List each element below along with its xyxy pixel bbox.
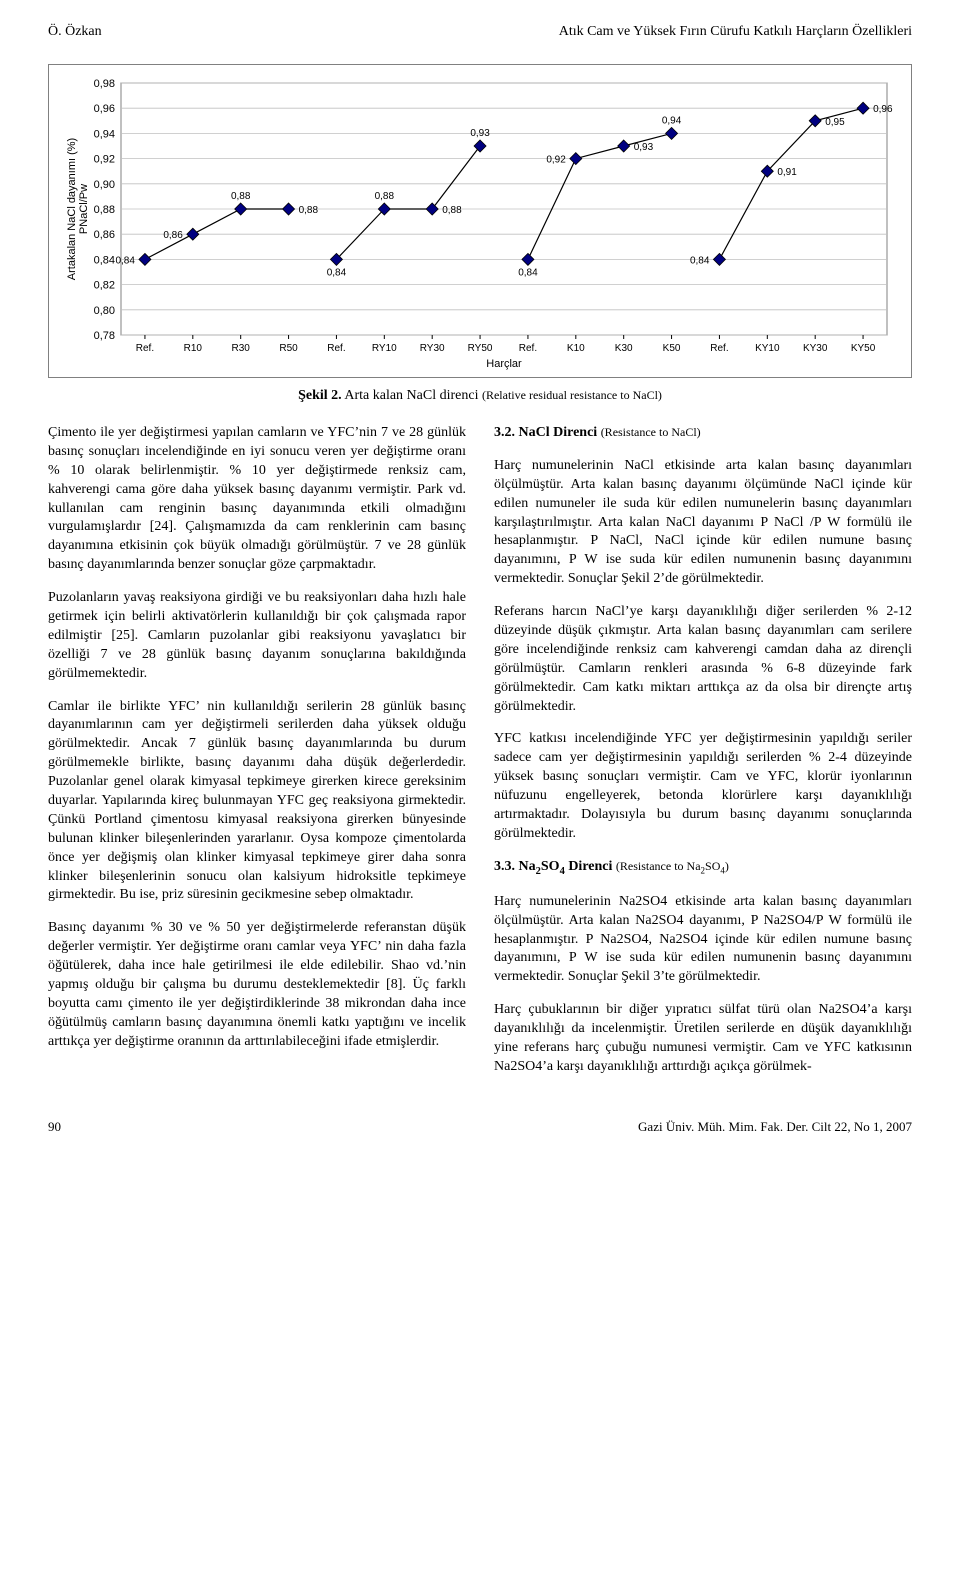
caption-rest: Arta kalan NaCl direnci: [342, 388, 482, 403]
svg-text:0,88: 0,88: [94, 204, 115, 216]
chart-caption: Şekil 2. Arta kalan NaCl direnci (Relati…: [48, 388, 912, 404]
svg-text:Ref.: Ref.: [519, 343, 537, 354]
svg-text:R30: R30: [232, 343, 251, 354]
caption-bold: Şekil 2.: [298, 388, 342, 403]
svg-text:Ref.: Ref.: [710, 343, 728, 354]
svg-text:PNaCl/Pw: PNaCl/Pw: [78, 184, 90, 234]
sec-title-sub: (Resistance to Na2SO4): [616, 859, 729, 873]
svg-text:0,90: 0,90: [94, 179, 115, 191]
svg-text:RY50: RY50: [468, 343, 493, 354]
para: YFC katkısı incelendiğinde YFC yer değiş…: [494, 730, 912, 843]
para: Çimento ile yer değiştirmesi yapılan cam…: [48, 424, 466, 575]
svg-text:0,88: 0,88: [375, 191, 395, 202]
svg-text:Ref.: Ref.: [136, 343, 154, 354]
svg-text:0,82: 0,82: [94, 280, 115, 292]
svg-text:0,94: 0,94: [662, 115, 682, 126]
sec-title-sub: (Resistance to NaCl): [601, 425, 701, 439]
author-left: Ö. Özkan: [48, 24, 102, 40]
svg-text:0,94: 0,94: [94, 128, 115, 140]
svg-text:0,96: 0,96: [94, 103, 115, 115]
svg-text:Harçlar: Harçlar: [486, 358, 522, 370]
svg-text:R50: R50: [279, 343, 298, 354]
svg-text:0,84: 0,84: [115, 255, 135, 266]
body-columns: Çimento ile yer değiştirmesi yapılan cam…: [48, 424, 912, 1091]
para: Puzolanların yavaş reaksiyona girdiği ve…: [48, 589, 466, 683]
caption-sub: (Relative residual resistance to NaCl): [482, 388, 662, 402]
sec-title-bold: 3.2. NaCl Direnci: [494, 425, 601, 440]
para: Harç çubuklarının bir diğer yıpratıcı sü…: [494, 1001, 912, 1077]
sec-title-bold: 3.3. Na2SO4 Direnci: [494, 859, 616, 874]
svg-text:Artakalan NaCl dayanımı (%): Artakalan NaCl dayanımı (%): [66, 138, 78, 280]
svg-text:0,98: 0,98: [94, 78, 115, 90]
svg-text:0,84: 0,84: [327, 267, 347, 278]
svg-text:0,84: 0,84: [690, 255, 710, 266]
svg-text:RY30: RY30: [420, 343, 445, 354]
paper-title: Atık Cam ve Yüksek Fırın Cürufu Katkılı …: [559, 24, 912, 40]
svg-text:0,92: 0,92: [94, 154, 115, 166]
svg-text:Ref.: Ref.: [327, 343, 345, 354]
svg-text:0,95: 0,95: [825, 117, 845, 128]
svg-text:K10: K10: [567, 343, 585, 354]
journal-info: Gazi Üniv. Müh. Mim. Fak. Der. Cilt 22, …: [638, 1119, 912, 1135]
chart-frame: 0,78 0,80 0,82 0,84 0,86 0,88 0,90 0,92 0,94 0,96…: [48, 64, 912, 378]
svg-text:KY30: KY30: [803, 343, 828, 354]
svg-text:0,86: 0,86: [94, 229, 115, 241]
svg-text:R10: R10: [184, 343, 203, 354]
svg-text:0,88: 0,88: [442, 205, 462, 216]
svg-text:0,86: 0,86: [163, 230, 183, 241]
line-chart: 0,78 0,80 0,82 0,84 0,86 0,88 0,90 0,92 0,94 0,96…: [59, 75, 899, 375]
svg-text:0,92: 0,92: [546, 155, 566, 166]
svg-text:0,93: 0,93: [470, 128, 490, 139]
section-title: 3.2. NaCl Direnci (Resistance to NaCl): [494, 424, 912, 443]
section-title: 3.3. Na2SO4 Direnci (Resistance to Na2SO…: [494, 858, 912, 879]
svg-text:RY10: RY10: [372, 343, 397, 354]
svg-text:0,80: 0,80: [94, 305, 115, 317]
para: Harç numunelerinin Na2SO4 etkisinde arta…: [494, 893, 912, 987]
svg-text:0,84: 0,84: [94, 254, 115, 266]
svg-text:0,93: 0,93: [634, 142, 654, 153]
para: Harç numunelerinin NaCl etkisinde arta k…: [494, 457, 912, 589]
page-header: Ö. Özkan Atık Cam ve Yüksek Fırın Cürufu…: [48, 24, 912, 40]
right-column: 3.2. NaCl Direnci (Resistance to NaCl) H…: [494, 424, 912, 1091]
svg-text:KY50: KY50: [851, 343, 876, 354]
svg-text:K30: K30: [615, 343, 633, 354]
svg-text:0,88: 0,88: [231, 191, 251, 202]
svg-text:KY10: KY10: [755, 343, 780, 354]
svg-text:0,88: 0,88: [299, 205, 319, 216]
left-column: Çimento ile yer değiştirmesi yapılan cam…: [48, 424, 466, 1091]
svg-text:0,78: 0,78: [94, 330, 115, 342]
svg-text:0,84: 0,84: [518, 267, 538, 278]
page-number: 90: [48, 1119, 61, 1135]
para: Basınç dayanımı % 30 ve % 50 yer değişti…: [48, 919, 466, 1051]
para: Referans harcın NaCl’ye karşı dayanıklıl…: [494, 603, 912, 716]
svg-text:0,96: 0,96: [873, 104, 893, 115]
page-footer: 90 Gazi Üniv. Müh. Mim. Fak. Der. Cilt 2…: [48, 1119, 912, 1135]
para: Camlar ile birlikte YFC’ nin kullanıldığ…: [48, 698, 466, 906]
svg-text:K50: K50: [663, 343, 681, 354]
svg-text:0,91: 0,91: [777, 167, 797, 178]
